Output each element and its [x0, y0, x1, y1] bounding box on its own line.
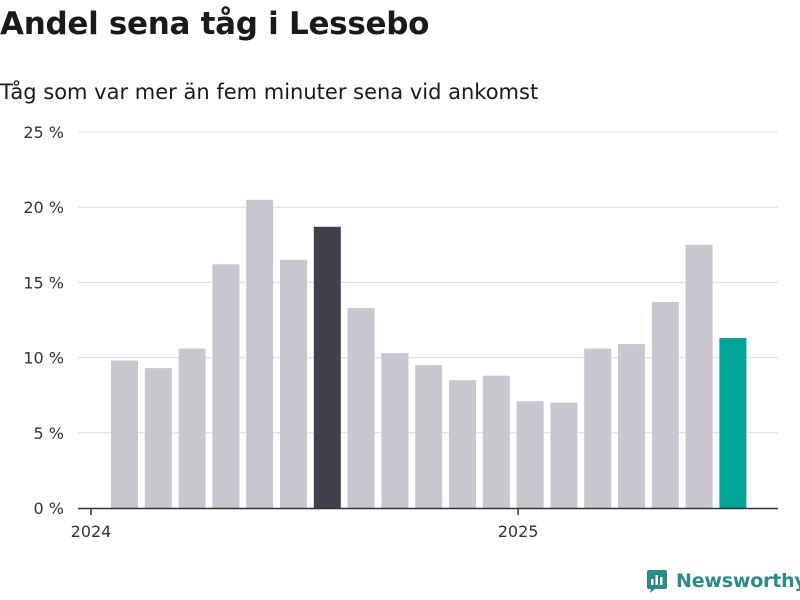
- y-tick-label: 25 %: [23, 123, 64, 142]
- bar: [381, 353, 409, 508]
- y-tick-label: 10 %: [23, 349, 64, 368]
- bar: [449, 380, 476, 508]
- bar: [482, 375, 510, 508]
- newsworthy-logo-icon: [647, 570, 667, 593]
- brand-name: Newsworthy: [676, 570, 800, 592]
- bar: [178, 348, 206, 508]
- y-tick-label: 0 %: [34, 499, 64, 518]
- y-tick-label: 20 %: [23, 198, 64, 217]
- bar: [144, 368, 172, 508]
- bar: [516, 401, 544, 508]
- bar: [347, 307, 375, 508]
- bar: [246, 199, 274, 508]
- y-tick-label: 15 %: [23, 273, 64, 292]
- bar: [651, 301, 679, 508]
- bar: [415, 365, 443, 508]
- bar: [719, 338, 747, 508]
- y-tick-label: 5 %: [34, 424, 64, 443]
- bar: [313, 226, 341, 508]
- bar: [618, 344, 645, 508]
- bar: [584, 348, 612, 508]
- bar: [685, 244, 713, 509]
- chart-title: Andel sena tåg i Lessebo: [0, 6, 430, 42]
- bar: [280, 259, 307, 508]
- x-tick-label: 2025: [498, 522, 539, 541]
- bar: [550, 402, 578, 508]
- brand: Newsworthy: [645, 569, 800, 593]
- bar: [212, 264, 240, 508]
- chart-subtitle: Tåg som var mer än fem minuter sena vid …: [0, 80, 539, 104]
- x-tick-label: 2024: [71, 522, 112, 541]
- bar: [111, 360, 138, 508]
